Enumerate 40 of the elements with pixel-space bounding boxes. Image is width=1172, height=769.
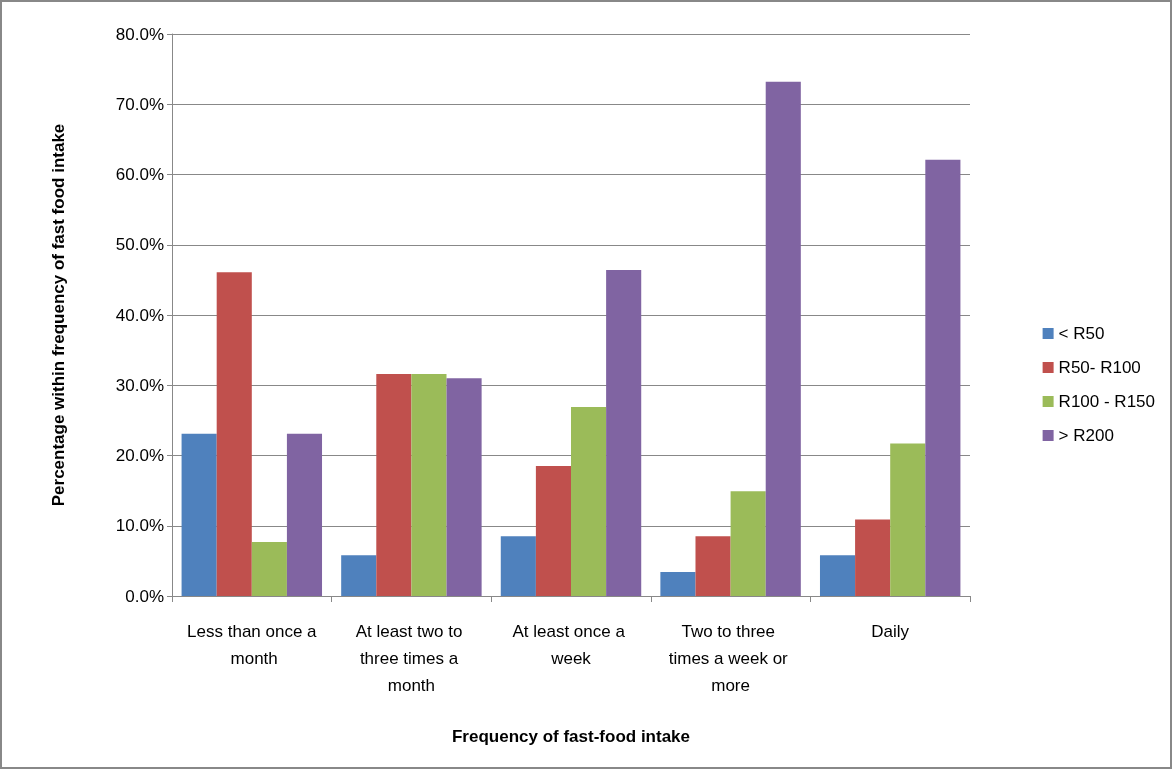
bar bbox=[606, 270, 642, 596]
legend-label: R100 - R150 bbox=[1058, 392, 1155, 411]
bar bbox=[286, 433, 323, 596]
bar bbox=[819, 555, 856, 596]
y-tick-label: 30.0% bbox=[115, 375, 164, 395]
x-tick-label: Daily bbox=[871, 622, 910, 641]
y-tick-label: 80.0% bbox=[115, 24, 164, 44]
bar bbox=[660, 572, 696, 596]
y-tick-label: 40.0% bbox=[115, 305, 164, 325]
x-tick-label: Less than once a month bbox=[187, 622, 318, 668]
bar bbox=[411, 374, 447, 596]
bar bbox=[500, 536, 536, 596]
y-tick-label: 70.0% bbox=[115, 94, 164, 114]
y-tick-label: 20.0% bbox=[115, 446, 164, 465]
bar bbox=[535, 466, 571, 596]
bar bbox=[376, 374, 412, 596]
y-tick-label: 0.0% bbox=[125, 586, 164, 606]
legend-label: < R50 bbox=[1058, 324, 1105, 343]
y-tick-label: 10.0% bbox=[115, 516, 164, 536]
bar bbox=[181, 433, 217, 596]
legend-label: R50- R100 bbox=[1058, 358, 1141, 377]
y-tick-label: 50.0% bbox=[115, 235, 164, 255]
legend-label: > R200 bbox=[1058, 426, 1114, 445]
y-axis-title: Percentage within frequency of fast food intake bbox=[49, 123, 68, 507]
bar bbox=[695, 536, 731, 596]
y-tick-label: 60.0% bbox=[115, 165, 164, 184]
bar bbox=[571, 407, 607, 596]
x-tick-label: At least once a week bbox=[512, 622, 630, 668]
bar bbox=[251, 541, 287, 596]
bar bbox=[890, 443, 926, 596]
x-axis-title: Frequency of fast-food intake bbox=[451, 727, 691, 746]
bar bbox=[216, 272, 252, 596]
bar bbox=[765, 81, 801, 596]
bar bbox=[341, 555, 377, 596]
bar bbox=[925, 159, 961, 596]
bar bbox=[855, 519, 891, 596]
bar bbox=[730, 491, 766, 596]
bar bbox=[446, 378, 482, 596]
x-tick-label: At least two to three times a month bbox=[355, 622, 468, 695]
x-tick-label: Two to three times a week or more bbox=[668, 622, 793, 695]
